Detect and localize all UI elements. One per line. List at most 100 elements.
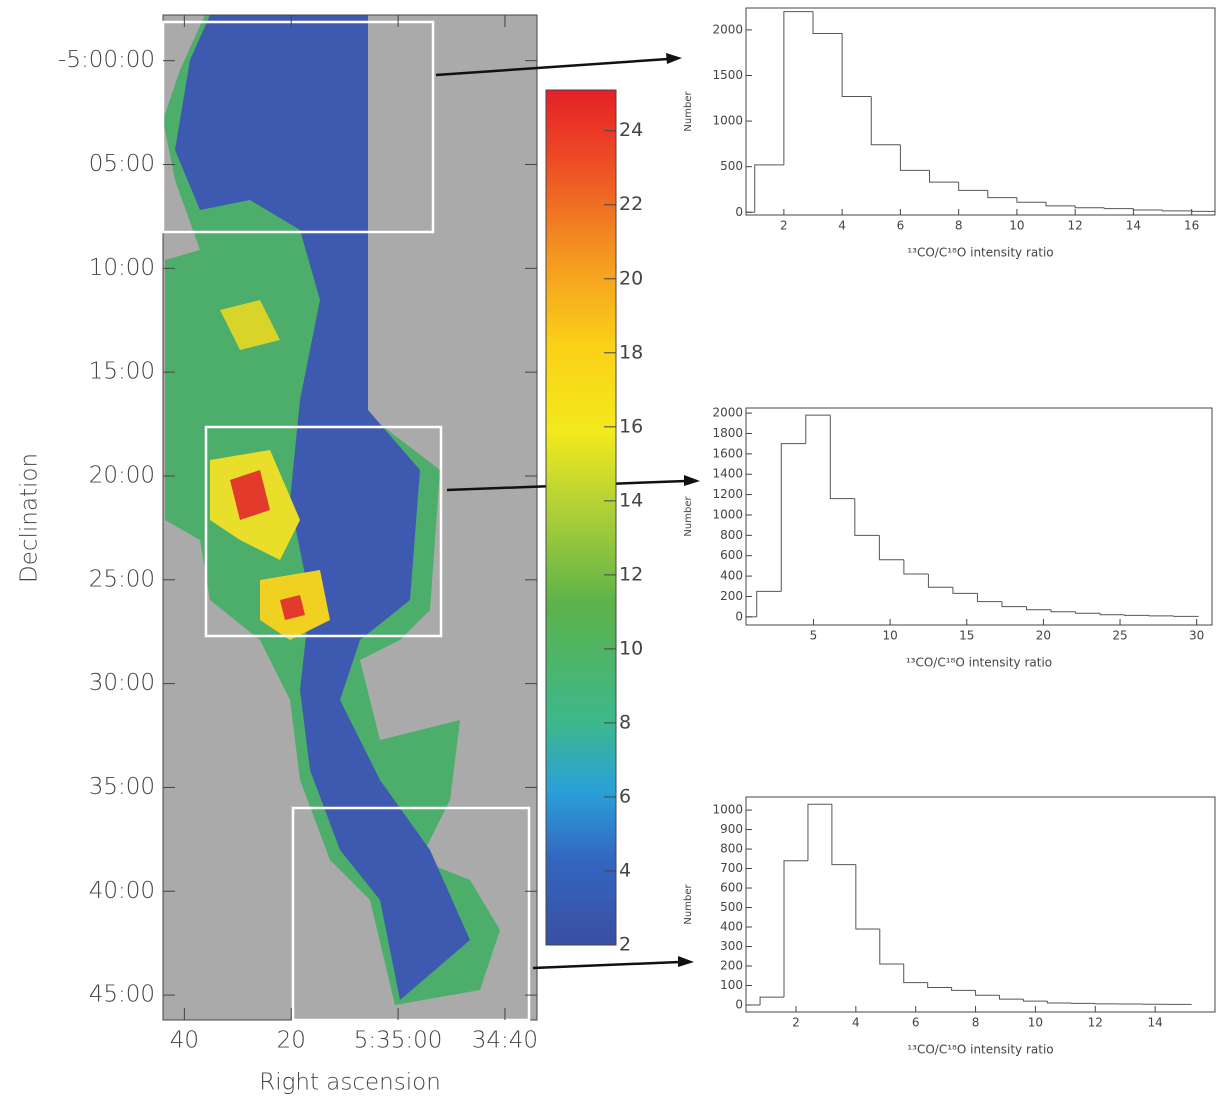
histogram-bars xyxy=(746,11,1215,213)
histogram-bar xyxy=(1074,205,1105,209)
y-tick-label: 35:00 xyxy=(89,774,155,800)
x-axis-label: ¹³CO/C¹⁸O intensity ratio xyxy=(907,1043,1053,1057)
x-tick-label: 8 xyxy=(955,219,963,233)
histogram-bar xyxy=(870,96,901,146)
y-tick-label: 1600 xyxy=(712,446,743,460)
y-tick-label: 40:00 xyxy=(89,878,155,904)
plot-frame xyxy=(745,7,1216,216)
histogram-bar xyxy=(1099,613,1125,616)
y-tick-label: 1000 xyxy=(712,114,743,128)
histogram-bar xyxy=(807,803,832,861)
histogram-bar xyxy=(1103,207,1134,210)
y-tick-label: 05:00 xyxy=(89,151,155,177)
y-tick-label: -5:00:00 xyxy=(58,47,155,73)
y-tick-label: 200 xyxy=(720,589,743,603)
y-tick-label: 1200 xyxy=(712,487,743,501)
map-image xyxy=(163,15,537,1020)
histogram-bar xyxy=(855,864,880,930)
colorbar-tick-label: 16 xyxy=(619,415,643,437)
histogram-bar xyxy=(780,443,806,592)
histogram-bar xyxy=(756,590,782,617)
y-tick-label: 400 xyxy=(720,920,743,934)
y-tick-label: 20:00 xyxy=(89,462,155,488)
y-axis-label: Number xyxy=(683,91,694,132)
histogram-bar xyxy=(927,982,952,988)
histogram-bar xyxy=(1046,1001,1072,1004)
x-tick-label: 20 xyxy=(1036,629,1051,643)
x-tick-label: 14 xyxy=(1126,219,1141,233)
histogram-bar xyxy=(1166,1003,1192,1005)
histogram-bar xyxy=(976,593,1002,603)
y-tick-label: 2000 xyxy=(712,406,743,420)
x-tick-label: 14 xyxy=(1147,1016,1162,1030)
colorbar-tick-label: 22 xyxy=(619,193,643,215)
x-tick-label: 30 xyxy=(1189,629,1204,643)
histogram-bar xyxy=(951,987,976,991)
x-tick-label: 15 xyxy=(959,629,974,643)
y-tick-label: 1500 xyxy=(712,68,743,82)
y-tick-label: 500 xyxy=(720,159,743,173)
x-tick-label: 6 xyxy=(912,1016,920,1030)
y-tick-label: 30:00 xyxy=(89,670,155,696)
histogram-bar xyxy=(903,559,929,575)
histogram-bar xyxy=(841,33,872,97)
x-tick-label: 40 xyxy=(170,1028,199,1054)
y-tick-label: 500 xyxy=(720,900,743,914)
colorbar-tick-label: 10 xyxy=(619,637,643,659)
histogram-bar xyxy=(1124,614,1150,616)
y-tick-label: 1000 xyxy=(712,803,743,817)
histogram-bars xyxy=(746,414,1199,618)
histogram-bar xyxy=(831,804,856,866)
x-tick-label: 20 xyxy=(277,1028,306,1054)
histogram-bar xyxy=(1026,606,1052,611)
y-tick-label: 800 xyxy=(720,842,743,856)
arrow-heads xyxy=(666,53,700,967)
y-tick-label: 900 xyxy=(720,822,743,836)
histogram-bar xyxy=(952,587,978,594)
y-tick-label: 800 xyxy=(720,528,743,542)
histogram-bar xyxy=(805,414,831,444)
x-tick-label: 5:35:00 xyxy=(354,1028,443,1054)
histogram-bar xyxy=(812,11,843,35)
y-tick-label: 1800 xyxy=(712,426,743,440)
histogram-bar xyxy=(1045,202,1076,207)
histogram-bar xyxy=(1132,208,1163,211)
colorbar-tick-label: 2 xyxy=(619,934,631,956)
plot-frame xyxy=(745,796,1216,1013)
histogram-bar xyxy=(854,498,880,536)
histogram-bar xyxy=(958,182,988,191)
y-tick-label: 1000 xyxy=(712,507,743,521)
x-tick-label: 34:40 xyxy=(472,1028,538,1054)
x-tick-label: 6 xyxy=(897,219,905,233)
histogram-bar xyxy=(1016,197,1047,203)
histogram-bar xyxy=(754,164,784,213)
y-tick-label: 0 xyxy=(735,609,743,623)
histogram-bar xyxy=(783,11,813,165)
y-tick-label: 10:00 xyxy=(89,255,155,281)
colorbar-tick-label: 6 xyxy=(619,785,631,807)
x-tick-label: 8 xyxy=(972,1016,980,1030)
histogram-bar xyxy=(878,535,904,561)
histogram-bar xyxy=(1001,601,1027,608)
histogram-bar xyxy=(1050,609,1076,613)
y-tick-label: 2000 xyxy=(712,22,743,36)
y-axis-label: Number xyxy=(683,884,694,925)
x-tick-label: 25 xyxy=(1112,629,1127,643)
x-tick-label: 10 xyxy=(1028,1016,1043,1030)
histogram-bar xyxy=(903,964,928,984)
y-axis-label: Declination xyxy=(17,453,43,583)
histogram-bar xyxy=(783,860,808,998)
x-axis-label: Right ascension xyxy=(259,1070,441,1096)
histogram-bar xyxy=(759,996,785,1005)
y-tick-label: 200 xyxy=(720,958,743,972)
histogram-bar xyxy=(927,574,953,588)
colorbar-tick-label: 24 xyxy=(619,119,643,141)
histogram-bar xyxy=(879,928,904,965)
y-tick-label: 45:00 xyxy=(89,982,155,1008)
histogram-bar xyxy=(929,170,959,183)
y-tick-label: 1400 xyxy=(712,467,743,481)
histogram-bar xyxy=(1022,999,1048,1002)
x-tick-label: 4 xyxy=(852,1016,860,1030)
y-axis-label: Number xyxy=(683,496,694,537)
